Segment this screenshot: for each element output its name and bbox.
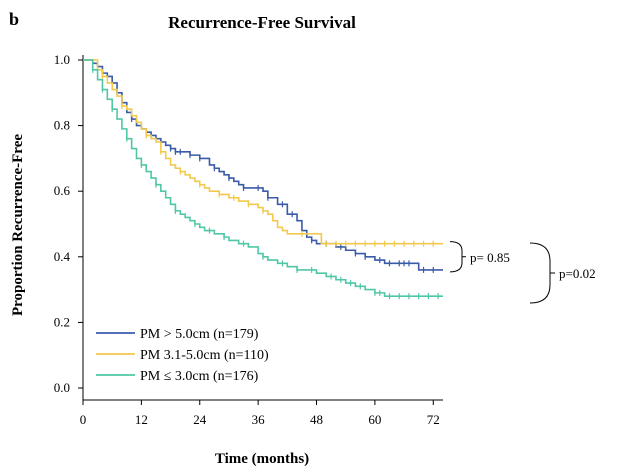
p-value-2: p=0.02 [559,266,596,281]
series-layer [83,60,443,299]
x-tick-label: 72 [427,412,440,427]
x-tick-label: 0 [80,412,87,427]
legend-label: PM 3.1-5.0cm (n=110) [140,348,269,363]
y-tick-label: 0.6 [54,183,71,198]
x-tick-label: 24 [193,412,207,427]
x-axis-label: Time (months) [215,451,309,467]
x-tick-label: 36 [252,412,266,427]
p-value-annotations: p= 0.85 p=0.02 [450,242,596,303]
y-tick-label: 0.0 [54,380,70,395]
y-tick-label: 0.4 [54,249,71,264]
chart-title: Recurrence-Free Survival [168,13,356,32]
bracket-p1 [450,242,466,272]
y-axis-label: Proportion Recurrence-Free [10,134,26,316]
x-tick-label: 48 [310,412,323,427]
bracket-p2 [530,243,555,303]
legend: PM > 5.0cm (n=179) PM 3.1-5.0cm (n=110) PM… [96,327,269,384]
y-tick-label: 0.2 [54,314,70,329]
series-1 [83,60,443,273]
legend-label: PM > 5.0cm (n=179) [140,327,259,342]
x-tick-label: 12 [135,412,148,427]
x-tick-label: 60 [368,412,381,427]
panel-letter: b [9,9,19,29]
y-tick-label: 0.8 [54,118,70,133]
p-value-1: p= 0.85 [470,250,510,265]
km-curve [83,60,443,270]
legend-label: PM ≤ 3.0cm (n=176) [140,369,259,384]
y-tick-label: 1.0 [54,52,70,67]
